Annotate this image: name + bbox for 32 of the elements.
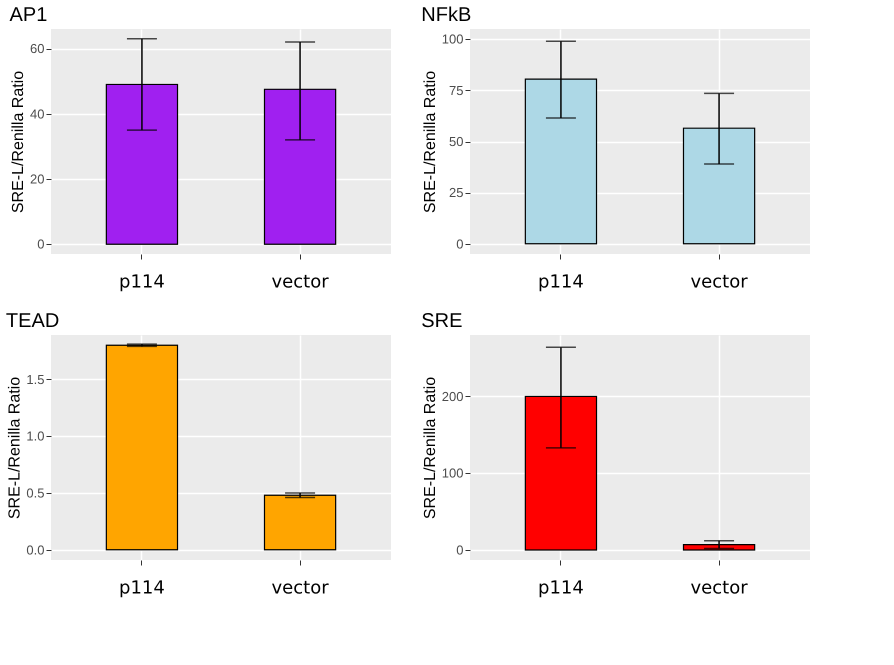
x-tick-label: vector bbox=[690, 578, 748, 598]
y-tick-label: 200 bbox=[442, 388, 464, 404]
y-tick-label: 75 bbox=[449, 82, 464, 98]
chart-title: TEAD bbox=[6, 310, 60, 332]
y-tick-label: 1.5 bbox=[26, 372, 44, 387]
y-tick-label: 0 bbox=[456, 542, 464, 558]
y-tick-label: 0.5 bbox=[26, 485, 44, 500]
chart-title: NFkB bbox=[421, 4, 472, 26]
x-tick-label: p114 bbox=[119, 578, 165, 598]
x-tick-label: p114 bbox=[538, 578, 584, 598]
y-tick-label: 60 bbox=[30, 41, 44, 56]
y-tick-label: 1.0 bbox=[26, 428, 44, 444]
y-tick-label: 50 bbox=[449, 134, 464, 149]
y-axis-title: SRE-L/Renilla Ratio bbox=[6, 376, 24, 520]
y-tick-label: 0 bbox=[37, 236, 44, 252]
x-tick-label: p114 bbox=[119, 272, 165, 292]
x-tick-label: vector bbox=[272, 578, 330, 598]
y-tick-label: 100 bbox=[442, 32, 464, 47]
y-tick-label: 20 bbox=[30, 172, 44, 186]
chart-title: AP1 bbox=[10, 4, 48, 26]
y-tick-label: 40 bbox=[30, 106, 44, 122]
y-axis-title: SRE-L/Renilla Ratio bbox=[422, 70, 439, 214]
y-axis-title: SRE-L/Renilla Ratio bbox=[10, 70, 28, 214]
chart-title: SRE bbox=[421, 310, 462, 332]
y-axis-title: SRE-L/Renilla Ratio bbox=[422, 376, 439, 520]
y-tick-label: 100 bbox=[442, 466, 464, 481]
y-tick-label: 25 bbox=[449, 185, 464, 200]
x-tick-label: vector bbox=[272, 272, 330, 292]
x-tick-label: p114 bbox=[538, 272, 584, 292]
x-tick-label: vector bbox=[690, 272, 748, 292]
y-tick-label: 0 bbox=[456, 236, 464, 252]
y-tick-label: 0.0 bbox=[26, 542, 44, 558]
